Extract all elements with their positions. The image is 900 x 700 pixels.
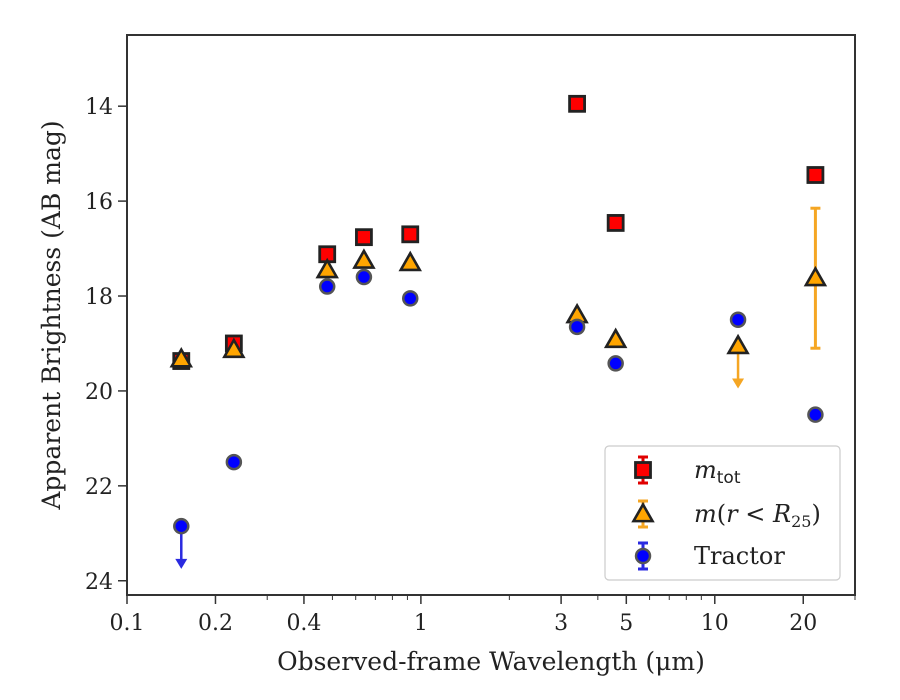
legend-entry: Tractor	[634, 541, 785, 571]
x-tick-label: 20	[789, 611, 817, 636]
data-point	[568, 94, 586, 113]
data-point	[355, 228, 373, 247]
data-point	[729, 311, 747, 328]
legend-label: mtot	[694, 456, 741, 488]
series-square	[172, 94, 825, 370]
y-axis-label: Apparent Brightness (AB mag)	[37, 120, 66, 510]
legend-marker	[634, 547, 652, 565]
data-point	[318, 278, 336, 295]
x-tick-label: 0.1	[110, 611, 145, 636]
x-tick-label: 0.4	[286, 611, 321, 636]
data-point	[352, 248, 376, 269]
data-point	[225, 453, 243, 471]
x-tick-label: 5	[619, 611, 633, 636]
y-tick-label: 14	[85, 95, 113, 120]
y-tick-label: 18	[85, 285, 113, 310]
series-triangle	[169, 206, 828, 389]
data-point	[355, 268, 373, 286]
data-point	[726, 333, 750, 355]
data-point	[173, 517, 190, 535]
plot-frame	[126, 34, 856, 596]
series-circle	[173, 268, 824, 569]
x-axis: 0.1 0.2 0.4 1 3 5 10 20	[110, 595, 856, 636]
y-tick-label: 20	[85, 380, 113, 405]
data-point	[222, 337, 246, 359]
data-point	[607, 355, 624, 372]
data-point	[169, 347, 194, 368]
x-tick-label: 10	[701, 611, 729, 636]
data-point	[401, 225, 420, 244]
data-point	[806, 166, 825, 184]
y-tick-label: 16	[85, 190, 113, 215]
data-point	[568, 318, 586, 336]
data-point	[606, 214, 625, 232]
y-tick-label: 24	[85, 570, 113, 595]
legend-entry: mtot	[634, 455, 741, 488]
x-axis-label: Observed-frame Wavelength (μm)	[277, 647, 705, 676]
legend-marker	[631, 501, 655, 523]
legend-marker	[634, 461, 652, 479]
legend-box	[604, 445, 841, 581]
x-tick-label: 1	[414, 611, 428, 636]
legend-label: m(r < R25)	[694, 500, 821, 531]
data-point	[315, 257, 339, 279]
data-point	[603, 327, 628, 349]
data-point	[807, 406, 824, 423]
upper-limit-arrow	[175, 558, 188, 569]
data-point	[401, 290, 419, 307]
data-point	[803, 265, 828, 287]
y-tick-label: 22	[85, 475, 113, 500]
y-axis: 14 16 18 20 22 24	[85, 95, 127, 595]
data-point	[398, 250, 422, 272]
legend-entry: m(r < R25)	[631, 499, 821, 531]
x-tick-label: 3	[554, 611, 568, 636]
legend: mtot m(r < R25) Tractor	[604, 445, 841, 581]
x-tick-label: 0.2	[198, 611, 233, 636]
upper-limit-arrow	[732, 378, 745, 389]
plot-area	[169, 94, 828, 569]
legend-label: Tractor	[694, 542, 785, 570]
